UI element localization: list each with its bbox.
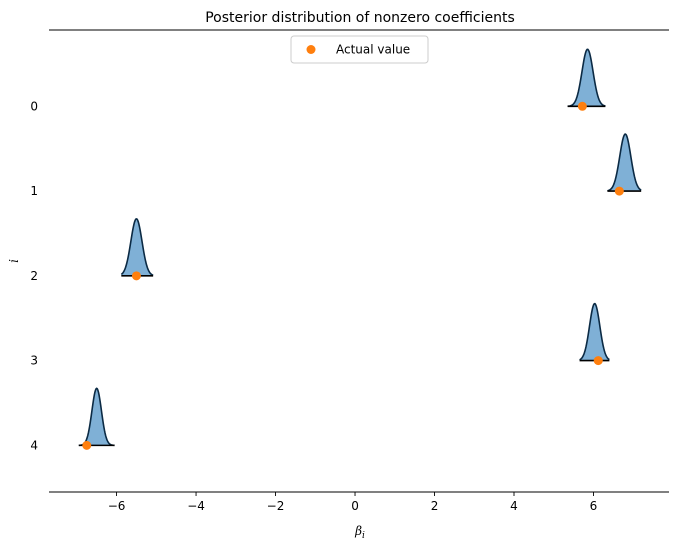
density-3 [579,302,610,362]
density-curve-2 [120,218,154,276]
x-tick-label: 2 [431,499,439,513]
y-tick-label: 3 [30,354,38,368]
actual-value-point-3 [593,356,603,366]
actual-value-point-4 [82,440,92,450]
legend-label: Actual value [336,43,410,57]
x-axis-label: βi [354,524,365,541]
density-curve-1 [607,133,642,192]
y-axis-ticks: 0 1 2 3 4 [30,99,38,452]
x-tick-label: −2 [267,499,285,513]
actual-value-point-1 [614,186,624,196]
x-tick-label: −4 [187,499,205,513]
legend-frame [290,35,429,64]
density-fill-3 [579,303,610,361]
x-axis-ticks: −6 −4 −2 0 2 4 6 [108,492,598,513]
legend: Actual value [290,35,429,64]
density-1 [607,133,642,192]
density-fill-1 [607,134,642,192]
actual-value-markers [82,101,624,450]
y-tick-label: 2 [30,269,38,283]
x-tick-label: 0 [351,499,359,513]
x-tick-label: 6 [590,499,598,513]
density-4 [78,387,115,447]
density-0 [567,48,606,108]
y-tick-label: 1 [30,184,38,198]
y-tick-label: 0 [30,99,38,113]
density-group [78,48,642,447]
legend-marker-icon [306,45,316,54]
density-fill-0 [567,49,606,107]
density-fill-4 [78,388,115,446]
actual-value-point-0 [577,101,587,111]
x-tick-label: −6 [108,499,126,513]
density-2 [120,218,154,277]
density-curve-0 [567,48,606,107]
y-tick-label: 4 [30,438,38,452]
actual-value-point-2 [131,271,141,281]
y-axis-label: i [7,259,21,263]
x-tick-label: 4 [510,499,518,513]
density-curve-3 [579,302,610,361]
chart-title: Posterior distribution of nonzero coeffi… [205,10,515,26]
